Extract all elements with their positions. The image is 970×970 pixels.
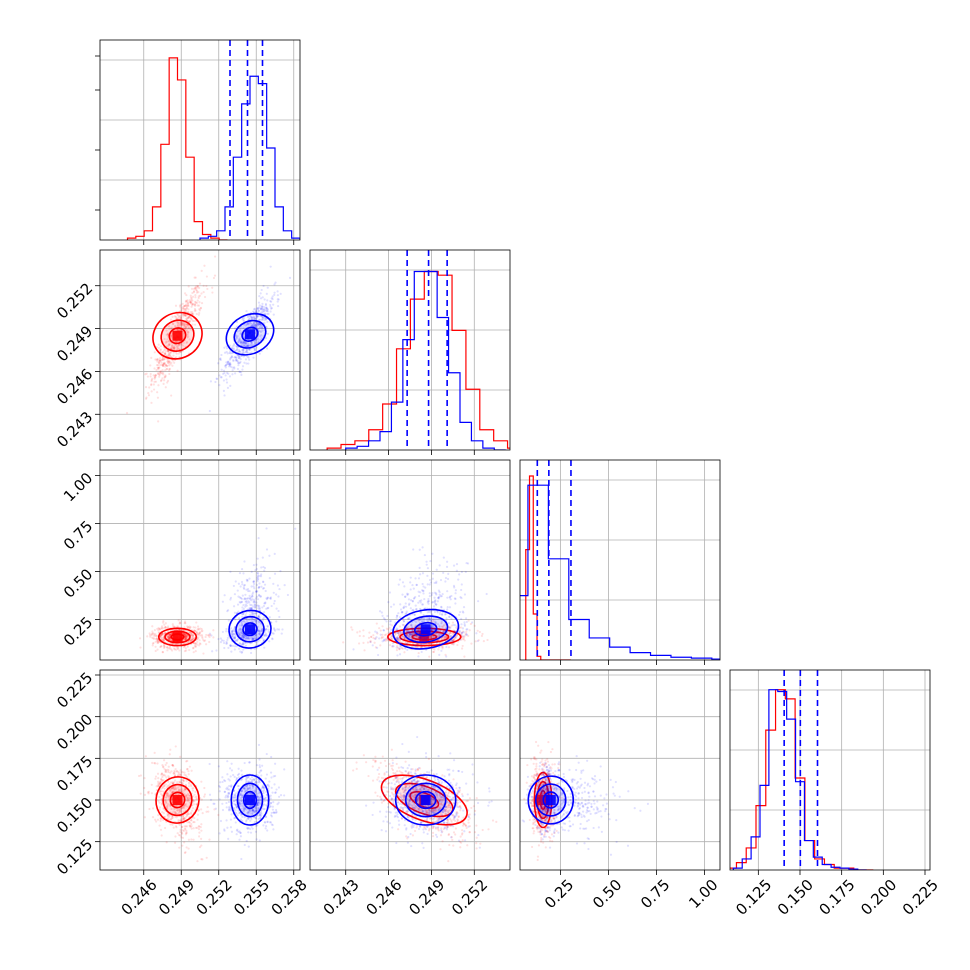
y-tick-label-3-2: 0.175 bbox=[53, 752, 96, 795]
x-tick-label-0-1: 0.249 bbox=[155, 876, 198, 919]
x-tick-label-2-2: 0.75 bbox=[637, 876, 673, 912]
panel-2-0 bbox=[95, 459, 301, 665]
density-core-red bbox=[172, 795, 183, 805]
x-tick-label-1-1: 0.246 bbox=[362, 876, 405, 919]
x-tick-label-1-0: 0.243 bbox=[320, 876, 363, 919]
panel-frame bbox=[729, 669, 931, 871]
histogram-red-param-1 bbox=[326, 270, 510, 450]
x-tick-label-0-2: 0.252 bbox=[193, 876, 236, 919]
y-tick-label-2-0: 0.25 bbox=[60, 613, 96, 649]
histogram-red-param-3 bbox=[730, 689, 874, 870]
panel-0-0 bbox=[95, 39, 301, 245]
y-tick-label-3-1: 0.150 bbox=[53, 794, 96, 837]
y-tick-label-1-1: 0.246 bbox=[53, 365, 96, 408]
y-tick-label-2-1: 0.50 bbox=[60, 565, 96, 601]
gridlines bbox=[310, 460, 510, 660]
x-tick-label-3-2: 0.175 bbox=[816, 876, 859, 919]
y-tick-label-3-0: 0.125 bbox=[53, 835, 96, 878]
panel-2-2 bbox=[519, 459, 721, 665]
gridlines bbox=[730, 670, 930, 870]
panel-frame bbox=[309, 249, 511, 451]
panel-3-0 bbox=[95, 669, 301, 875]
density-core-blue bbox=[245, 624, 255, 635]
y-tick-label-2-3: 1.00 bbox=[60, 469, 96, 505]
histogram-blue-param-3 bbox=[732, 689, 867, 870]
panel-frame bbox=[309, 669, 511, 871]
density-core-blue bbox=[420, 795, 431, 805]
y-tick-label-1-0: 0.243 bbox=[53, 408, 96, 451]
y-tick-label-3-4: 0.225 bbox=[53, 669, 96, 712]
density-core-blue bbox=[245, 795, 255, 805]
histogram-red-param-0 bbox=[126, 57, 228, 240]
x-tick-label-3-1: 0.150 bbox=[774, 876, 817, 919]
panel-frame bbox=[99, 249, 301, 451]
contour-blue-2 bbox=[392, 608, 460, 650]
density-core-blue bbox=[545, 795, 556, 805]
density-core-red bbox=[172, 330, 183, 341]
panel-frame bbox=[99, 459, 301, 661]
panel-1-1 bbox=[309, 249, 511, 455]
contour-red-2 bbox=[380, 774, 468, 826]
contour-red-2 bbox=[157, 627, 198, 647]
y-tick-label-3-3: 0.200 bbox=[53, 710, 96, 753]
contour-blue-2 bbox=[394, 774, 457, 826]
contour-blue-2 bbox=[225, 312, 275, 356]
panel-3-2 bbox=[519, 669, 721, 875]
x-tick-label-1-3: 0.252 bbox=[448, 876, 491, 919]
panel-frame bbox=[519, 459, 721, 661]
panel-frame bbox=[99, 669, 301, 871]
contour-blue-2 bbox=[230, 774, 270, 826]
histogram-blue-param-0 bbox=[199, 75, 300, 240]
gridlines bbox=[100, 250, 300, 450]
x-tick-label-2-3: 1.00 bbox=[685, 876, 721, 912]
panel-3-1 bbox=[309, 669, 511, 875]
density-core-red bbox=[419, 631, 430, 642]
contour-blue-2 bbox=[527, 775, 575, 825]
gridlines bbox=[520, 460, 720, 660]
x-tick-label-3-0: 0.125 bbox=[732, 876, 775, 919]
panel-frame bbox=[309, 459, 511, 661]
panel-1-0 bbox=[95, 249, 301, 455]
density-core-red bbox=[172, 631, 183, 642]
x-tick-label-3-3: 0.200 bbox=[857, 876, 900, 919]
histogram-blue-param-1 bbox=[345, 270, 506, 450]
x-tick-label-2-0: 0.25 bbox=[541, 876, 577, 912]
panel-3-3 bbox=[729, 669, 931, 875]
x-tick-label-0-0: 0.246 bbox=[118, 876, 161, 919]
contour-red-2 bbox=[155, 776, 200, 824]
x-tick-label-0-3: 0.255 bbox=[230, 876, 273, 919]
x-tick-label-2-1: 0.50 bbox=[589, 876, 625, 912]
x-tick-label-3-4: 0.225 bbox=[899, 876, 942, 919]
y-tick-label-1-2: 0.249 bbox=[53, 322, 96, 365]
density-core-blue bbox=[245, 329, 255, 340]
x-tick-label-1-2: 0.249 bbox=[405, 876, 448, 919]
corner-panels bbox=[95, 39, 931, 875]
y-tick-label-1-3: 0.252 bbox=[53, 279, 96, 322]
gridlines bbox=[310, 670, 510, 870]
histogram-blue-param-2 bbox=[520, 484, 720, 660]
panel-2-1 bbox=[309, 459, 511, 665]
gridlines bbox=[100, 670, 300, 870]
contour-blue-2 bbox=[228, 609, 272, 649]
panel-frame bbox=[99, 39, 301, 241]
x-tick-label-0-4: 0.258 bbox=[268, 876, 311, 919]
gridlines bbox=[520, 670, 720, 870]
y-tick-label-2-2: 0.75 bbox=[60, 517, 96, 553]
gridlines bbox=[310, 250, 510, 450]
panel-frame bbox=[519, 669, 721, 871]
contour-red-2 bbox=[152, 311, 203, 360]
density-core-blue bbox=[420, 624, 431, 635]
gridlines bbox=[100, 40, 300, 240]
histogram-red-param-2 bbox=[525, 475, 571, 660]
